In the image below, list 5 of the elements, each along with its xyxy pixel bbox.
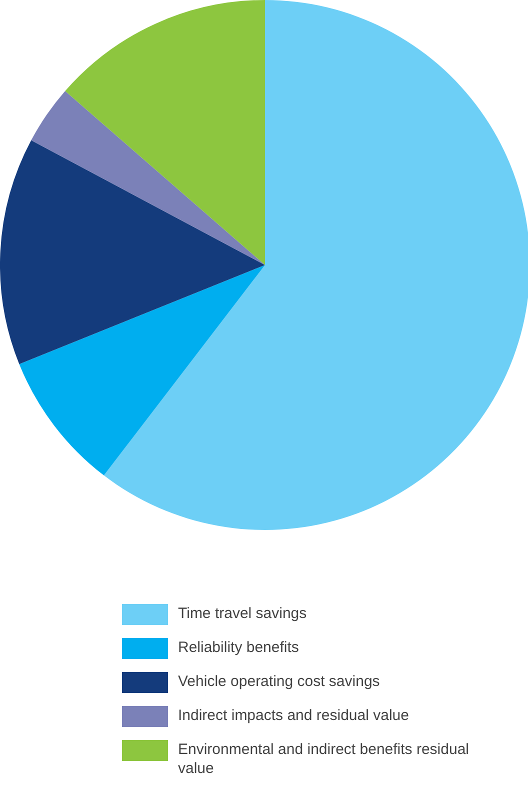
legend-label: Indirect impacts and residual value xyxy=(178,706,409,725)
legend-label: Environmental and indirect benefits residual value xyxy=(178,740,470,778)
legend-label: Reliability benefits xyxy=(178,638,299,657)
legend-label: Time travel savings xyxy=(178,604,307,623)
legend-label: Vehicle operating cost savings xyxy=(178,672,380,691)
